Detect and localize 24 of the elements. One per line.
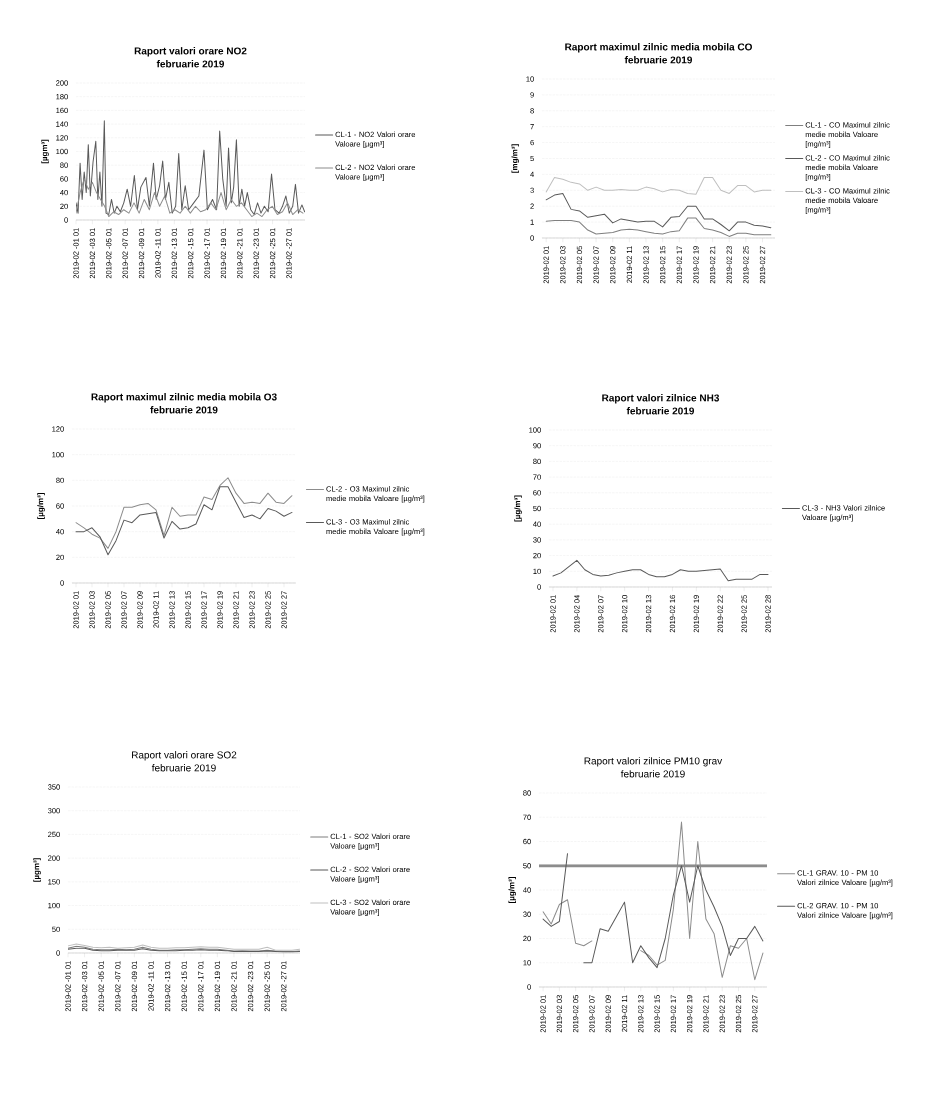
y-axis-title: [µgm³] (41, 139, 49, 164)
chart-title: Raport valori orare NO2 (134, 47, 247, 57)
chart-title: Raport maximul zilnic media mobila O3 (91, 393, 277, 403)
chart-subtitle: februarie 2019 (624, 56, 693, 64)
chart-subtitle: februarie 2019 (151, 764, 216, 772)
chart-subtitle: februarie 2019 (626, 407, 695, 415)
line-series (76, 178, 304, 218)
line-series (76, 120, 305, 216)
line-series (75, 477, 293, 549)
line-series (545, 177, 772, 195)
y-axis-title: [µg/m³] (37, 493, 45, 519)
y-axis-title: [µg/m³] (514, 495, 522, 522)
chart-subtitle: februarie 2019 (620, 770, 685, 778)
y-axis-title: [µg/m³] (508, 877, 516, 903)
y-axis-title: [µgm³] (33, 858, 41, 882)
chart-title: Raport valori orare SO2 (132, 751, 237, 761)
chart-subtitle: februarie 2019 (150, 406, 218, 414)
chart-title: Raport maximul zilnic media mobila CO (565, 43, 752, 53)
line-series (545, 192, 772, 232)
y-axis-title: [mg/m³] (511, 144, 519, 173)
chart-title: Raport valori zilnice NH3 (602, 394, 720, 404)
chart-subtitle: februarie 2019 (156, 60, 225, 68)
line-series (75, 486, 293, 556)
chart-title: Raport valori zilnice PM10 grav (584, 757, 723, 767)
